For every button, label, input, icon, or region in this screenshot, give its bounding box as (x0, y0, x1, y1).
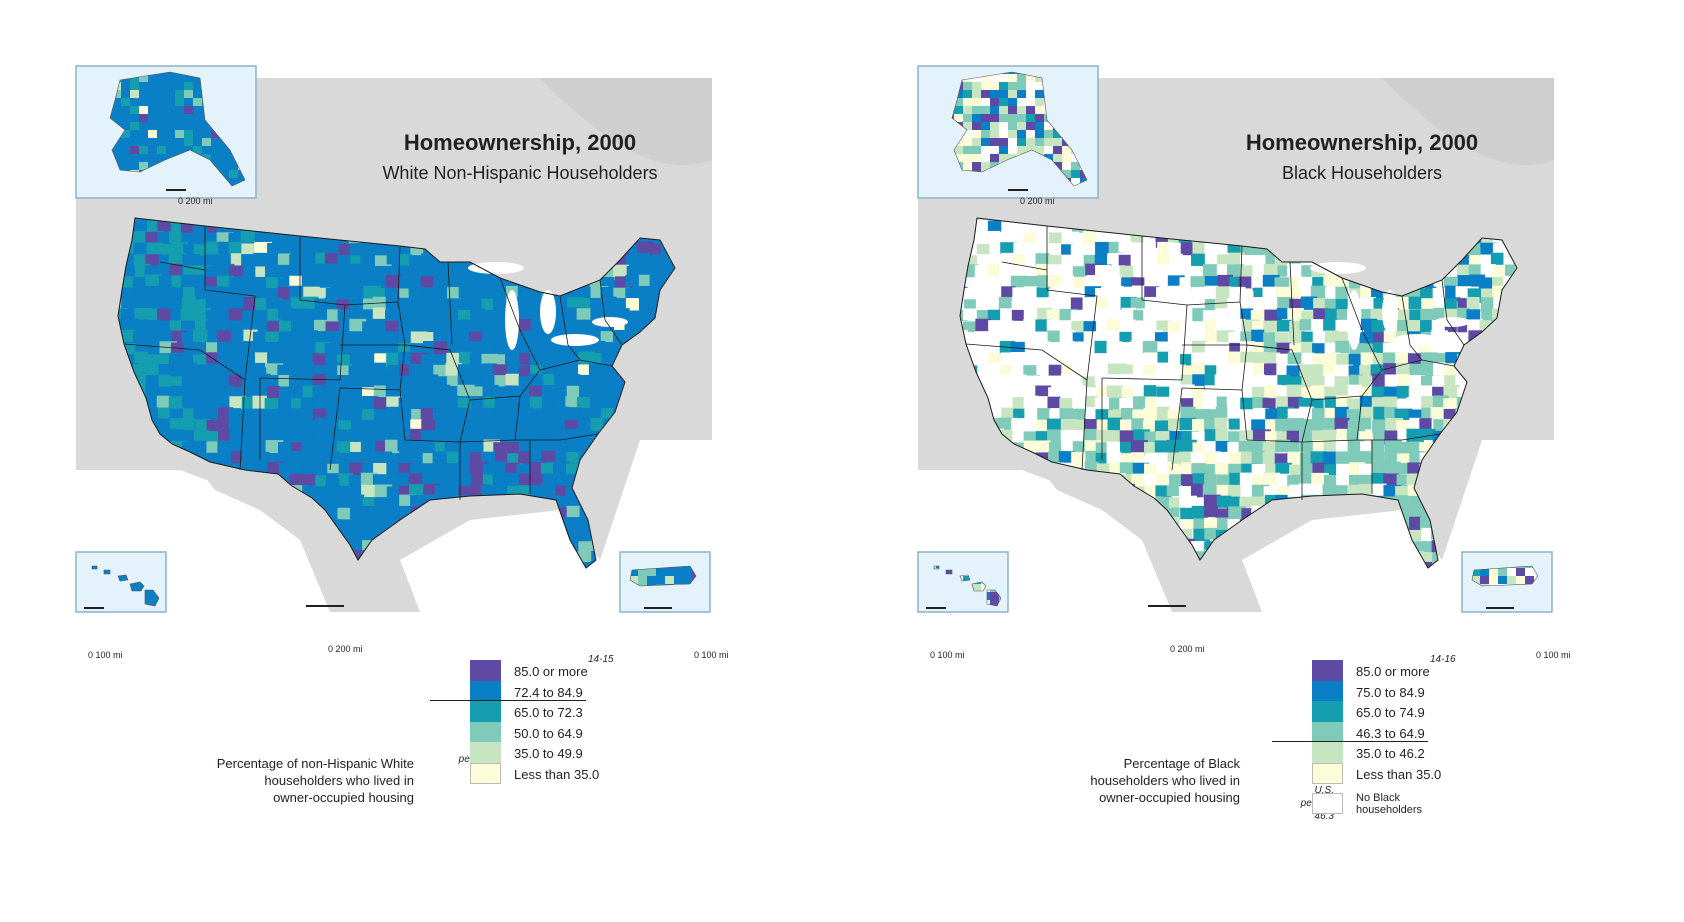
puerto-rico-inset (619, 551, 711, 613)
alaska-scale-label: 0 200 mi (178, 196, 213, 206)
legend-label: 85.0 or more (1356, 664, 1430, 679)
legend-swatch (1312, 762, 1343, 784)
figure-number: 14-16 (1430, 654, 1456, 665)
legend-swatch (1312, 742, 1343, 763)
legend-description: Percentage of non-Hispanic White househo… (216, 756, 414, 805)
map-panel-black: Homeownership, 2000 Black Householders 1… (842, 0, 1684, 922)
hawaii-inset (917, 551, 1009, 613)
legend-swatch (470, 680, 501, 702)
state-boundaries (123, 226, 623, 500)
figure-number: 14-15 (588, 654, 614, 665)
hawaii-inset (75, 551, 167, 613)
puerto-rico-scale-label: 0 100 mi (1536, 650, 1571, 660)
legend-swatch (1312, 660, 1343, 681)
legend-label: 72.4 to 84.9 (514, 684, 583, 700)
mexico-land (200, 470, 360, 612)
legend-label: 35.0 to 46.2 (1356, 746, 1425, 761)
alaska-scale-label: 0 200 mi (1020, 196, 1055, 206)
map-panel-white: Homeownership, 2000 White Non-Hispanic H… (75, 65, 729, 805)
alaska-inset (917, 65, 1099, 199)
hawaii-scale-label: 0 100 mi (930, 650, 965, 660)
legend-swatch (470, 660, 501, 681)
gulf-of-mexico (1242, 510, 1442, 612)
national-boundary (959, 217, 1518, 569)
puerto-rico-inset (1461, 551, 1553, 613)
legend-label: Less than 35.0 (1356, 766, 1442, 782)
legend-swatch (1312, 721, 1343, 743)
legend-label: 65.0 to 72.3 (514, 705, 583, 720)
hudson-region (540, 78, 712, 166)
inset-maps (917, 65, 1553, 613)
national-boundary (117, 217, 676, 569)
map-figure (75, 65, 712, 613)
state-boundaries (965, 226, 1465, 500)
map-subtitle: White Non-Hispanic Householders (382, 163, 658, 183)
legend-label: 35.0 to 49.9 (514, 746, 583, 761)
inset-maps (75, 65, 711, 613)
us-percent-line (1272, 741, 1428, 742)
hudson-region (1382, 78, 1554, 166)
conus-scale-label: 0 200 mi (328, 644, 363, 654)
map-figure (917, 65, 1554, 613)
legend-swatch (470, 701, 501, 722)
legend-description: Percentage of Black householders who liv… (1090, 756, 1240, 805)
map-subtitle: Black Householders (1281, 163, 1443, 183)
us-percent-line (430, 700, 586, 701)
legend-label: 46.3 to 64.9 (1356, 725, 1425, 741)
alaska-inset (75, 65, 257, 199)
gulf-of-mexico (400, 510, 600, 612)
conus-scale-label: 0 200 mi (1170, 644, 1205, 654)
legend-label: 50.0 to 64.9 (514, 725, 583, 741)
puerto-rico-scale-label: 0 100 mi (694, 650, 729, 660)
map-title: Homeownership, 2000 (403, 130, 637, 155)
legend-swatch (470, 721, 501, 743)
legend-swatch (1312, 680, 1343, 702)
legend-label: 85.0 or more (514, 664, 588, 679)
legend-swatch (1312, 701, 1343, 722)
hawaii-scale-label: 0 100 mi (88, 650, 123, 660)
legend-swatch-no-data (1312, 793, 1343, 814)
mexico-land (1042, 470, 1202, 612)
legend-swatch (470, 742, 501, 763)
legend-label: Less than 35.0 (514, 766, 600, 782)
legend-label-no-data: No Black householders (1356, 792, 1423, 816)
legend-swatch (470, 762, 501, 784)
legend-label: 65.0 to 74.9 (1356, 705, 1425, 720)
legend-label: 75.0 to 84.9 (1356, 684, 1425, 700)
map-title: Homeownership, 2000 (1245, 130, 1479, 155)
